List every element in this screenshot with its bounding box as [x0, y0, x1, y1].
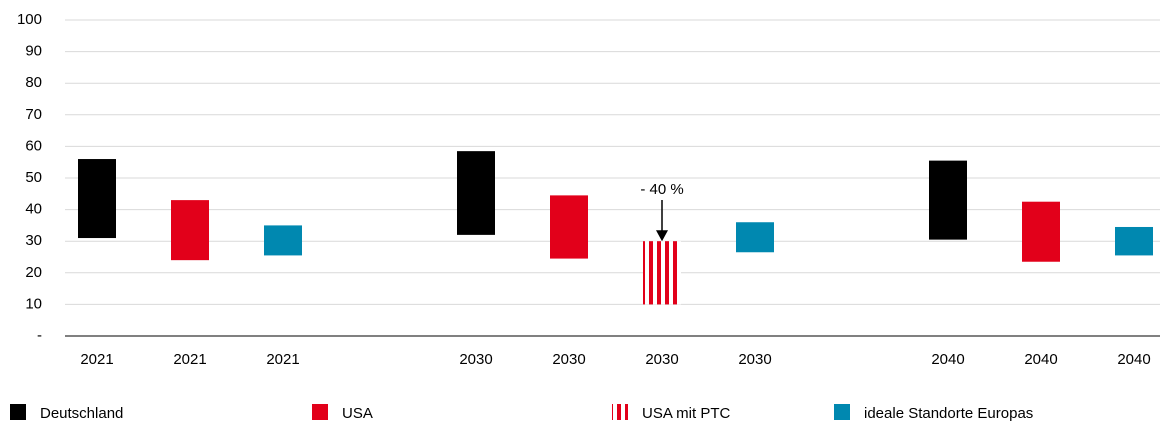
bar	[171, 200, 209, 261]
bar	[1022, 201, 1060, 262]
bar	[929, 160, 967, 240]
y-tick-label: 40	[25, 201, 42, 218]
annotation-arrowhead	[656, 230, 668, 242]
annotation: - 40 %	[640, 181, 683, 198]
x-tick-label: 2030	[552, 351, 585, 368]
legend-label: USA mit PTC	[642, 405, 731, 422]
x-tick-label: 2030	[738, 351, 771, 368]
y-tick-label: -	[37, 327, 42, 344]
x-tick-label: 2021	[173, 351, 206, 368]
legend-label: ideale Standorte Europas	[864, 405, 1033, 422]
legend-swatch	[834, 404, 850, 420]
x-tick-label: 2030	[645, 351, 678, 368]
y-tick-label: 60	[25, 137, 42, 154]
y-tick-label: 90	[25, 43, 42, 60]
bar	[78, 159, 116, 239]
bar	[264, 225, 302, 256]
legend-swatch	[612, 404, 628, 420]
y-tick-label: 30	[25, 232, 42, 249]
y-tick-label: 20	[25, 264, 42, 281]
legend-swatch	[10, 404, 26, 420]
x-tick-label: 2040	[931, 351, 964, 368]
y-tick-label: 70	[25, 106, 42, 123]
y-tick-label: 50	[25, 169, 42, 186]
x-tick-label: 2021	[80, 351, 113, 368]
bar	[1115, 226, 1153, 256]
y-tick-label: 10	[25, 295, 42, 312]
bar	[550, 195, 588, 259]
x-tick-label: 2040	[1117, 351, 1150, 368]
bar	[643, 241, 681, 305]
legend-label: Deutschland	[40, 405, 123, 422]
x-tick-label: 2030	[459, 351, 492, 368]
bar	[736, 222, 774, 253]
x-tick-label: 2021	[266, 351, 299, 368]
bar	[457, 151, 495, 235]
x-tick-label: 2040	[1024, 351, 1057, 368]
legend-swatch	[312, 404, 328, 420]
legend-label: USA	[342, 405, 373, 422]
y-tick-label: 100	[17, 11, 42, 28]
y-tick-label: 80	[25, 74, 42, 91]
